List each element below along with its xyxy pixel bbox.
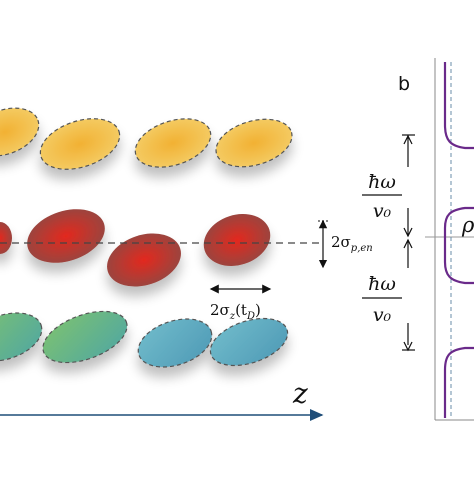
bunch-mid-4 [203,214,271,266]
bunch-mid-2 [27,209,105,263]
bottom-row-bunches [0,310,289,368]
bunch-bot-1 [0,312,43,362]
sigma-p-label: 2σp,en [331,233,373,254]
v0-top: v₀ [373,200,392,222]
period-markers [402,134,415,352]
hbar-omega-top: ħω [368,171,396,193]
rho-label: ρ [461,213,474,237]
bunch-bot-4 [209,317,289,367]
fraction-top: ħω v₀ [362,171,402,222]
sigma-z-label: 2σz(tD) [210,301,261,322]
v0-bottom: v₀ [373,304,392,326]
bunch-mid-1 [0,222,12,254]
bunch-mid-3 [107,233,181,287]
fraction-bottom: ħω v₀ [362,273,402,326]
hbar-omega-bottom: ħω [368,273,396,295]
middle-row-bunches [0,209,271,287]
bunch-bot-2 [42,310,128,364]
panel-b-label: b [398,73,410,95]
top-row-bunches [0,107,293,170]
rho-curve [443,62,474,418]
z-axis-label: z [292,377,308,410]
bunch-top-4 [215,118,293,168]
bunch-top-3 [134,118,212,168]
bunch-bot-3 [137,318,213,368]
bunch-top-1 [0,107,40,157]
bunch-top-2 [39,118,121,170]
